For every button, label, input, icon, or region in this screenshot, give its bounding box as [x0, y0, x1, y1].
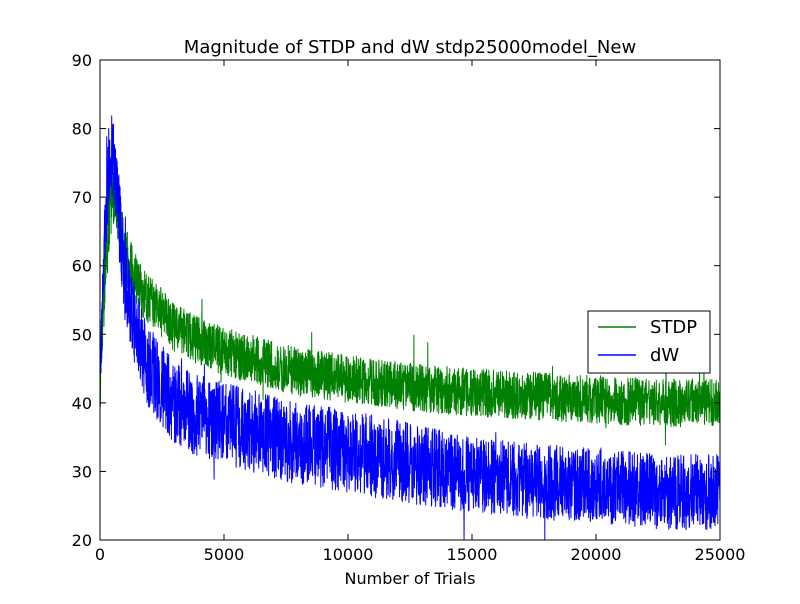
x-tick-label: 0: [95, 545, 105, 564]
x-tick-label: 25000: [695, 545, 746, 564]
ticks-layer: 0 5000 10000 15000 20000 25000 20 30 40 50 60 70 80 9…: [72, 51, 746, 564]
y-tick-label: 30: [72, 462, 92, 481]
y-tick-label: 70: [72, 188, 92, 207]
y-tick-label: 80: [72, 120, 92, 139]
legend: STDP dW: [587, 310, 711, 374]
y-tick-label: 60: [72, 257, 92, 276]
series-layer: [99, 115, 721, 541]
x-tick-label: 5000: [204, 545, 245, 564]
legend-label-stdp: STDP: [650, 317, 697, 338]
y-tick-label: 40: [72, 394, 92, 413]
x-axis-label: Number of Trials: [345, 569, 476, 588]
series-line-stdp: [99, 160, 721, 446]
y-tick-label: 50: [72, 325, 92, 344]
y-tick-label: 20: [72, 531, 92, 550]
series-line-dw: [99, 115, 721, 541]
x-tick-label: 20000: [571, 545, 622, 564]
chart-title: Magnitude of STDP and dW stdp25000model_…: [184, 37, 636, 58]
plot-area: [99, 59, 721, 541]
legend-label-dw: dW: [650, 345, 679, 366]
y-tick-label: 90: [72, 51, 92, 70]
legend-box: [587, 310, 711, 374]
x-tick-label: 15000: [447, 545, 498, 564]
plot-border: [99, 59, 721, 541]
x-tick-label: 10000: [323, 545, 374, 564]
